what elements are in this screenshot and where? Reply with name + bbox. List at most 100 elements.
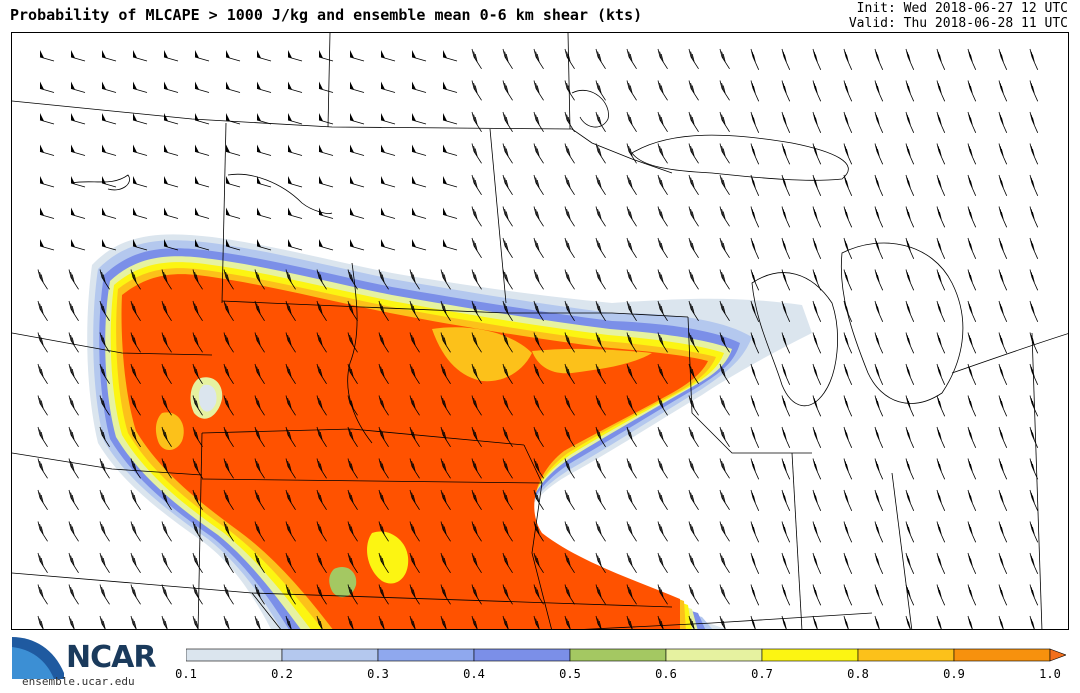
wind-barb: [471, 489, 482, 510]
wind-barb: [285, 489, 296, 510]
wind-barb: [719, 48, 730, 69]
ncar-logo: [12, 637, 64, 679]
wind-barb: [626, 615, 633, 629]
wind-barb: [163, 207, 179, 219]
wind-barb: [254, 300, 265, 321]
state-line-nd-mn: [489, 128, 507, 304]
us-canada-border: [12, 100, 673, 174]
wind-barb: [905, 363, 915, 385]
map-canvas: [12, 33, 1068, 629]
wind-barb: [843, 552, 853, 574]
wind-barb: [347, 552, 358, 573]
state-line-sd-ne: [201, 428, 525, 446]
wind-barb: [163, 239, 179, 251]
wind-barb: [37, 458, 48, 479]
wind-barb: [626, 489, 637, 510]
wind-barb: [130, 300, 141, 321]
wind-barb: [316, 300, 327, 321]
wind-barb: [1029, 48, 1039, 70]
wind-barb: [39, 113, 55, 125]
wind-barb: [843, 48, 853, 70]
wind-barb: [502, 489, 513, 510]
wind-barb: [440, 615, 447, 629]
wind-barb: [380, 239, 396, 251]
wind-barb: [750, 395, 760, 417]
wind-barb: [812, 143, 822, 165]
colorbar-tick-label: 0.1: [175, 667, 197, 681]
wind-barb: [316, 584, 327, 605]
wind-barb: [442, 113, 458, 125]
wind-barb: [130, 426, 141, 447]
wind-barb: [192, 332, 203, 353]
wind-barb: [502, 552, 513, 573]
wind-barb: [657, 237, 668, 258]
wind-barb: [905, 426, 915, 448]
wind-barb: [442, 207, 458, 219]
wind-barb: [781, 458, 791, 480]
wind-barb: [285, 395, 296, 416]
wind-barb: [998, 521, 1008, 543]
wind-barb: [347, 395, 358, 416]
wind-barb: [192, 426, 203, 447]
wind-barb: [657, 143, 668, 164]
wind-barb: [781, 269, 791, 291]
wind-barb: [223, 552, 234, 573]
wind-barb: [254, 552, 265, 573]
wind-barb: [223, 395, 234, 416]
wind-barb: [843, 332, 853, 354]
wind-barb: [254, 395, 265, 416]
wind-barb: [874, 584, 884, 606]
wind-barb: [287, 144, 303, 156]
wind-barb: [595, 143, 606, 164]
wind-barb: [440, 521, 451, 542]
wind-barb: [502, 48, 513, 69]
wind-barb: [719, 111, 730, 132]
wind-barb: [750, 269, 760, 291]
wind-barb: [874, 489, 884, 511]
wind-barb: [254, 363, 265, 384]
wind-barb: [967, 363, 977, 385]
wind-barb: [595, 80, 606, 101]
wind-barb: [378, 332, 389, 353]
wind-barb: [502, 458, 513, 479]
wind-barb: [843, 489, 853, 511]
wind-barb: [471, 48, 482, 69]
wind-barb: [163, 176, 179, 188]
wind-barb: [223, 521, 234, 542]
lake-erie: [951, 333, 1068, 374]
wind-barb: [409, 552, 420, 573]
wind-barb: [688, 111, 699, 132]
wind-barb: [719, 552, 730, 573]
wind-barb: [750, 206, 760, 228]
map-title: Probability of MLCAPE > 1000 J/kg and en…: [10, 6, 643, 24]
wind-barb: [843, 143, 853, 165]
wind-barb: [874, 458, 884, 480]
wind-barb: [409, 458, 420, 479]
wind-barb: [998, 615, 1004, 629]
wind-barb: [349, 239, 365, 251]
wind-barb: [533, 269, 544, 290]
wind-barb: [657, 269, 668, 290]
wind-barb: [750, 143, 760, 165]
wind-barb: [843, 269, 853, 291]
wind-barb: [967, 206, 977, 228]
wind-barb: [564, 615, 571, 629]
wind-barb: [564, 552, 575, 573]
wind-barb: [163, 81, 179, 93]
wind-barb: [287, 239, 303, 251]
wind-barb: [37, 521, 48, 542]
wind-barb: [349, 207, 365, 219]
wind-barb: [812, 332, 822, 354]
wind-barb: [905, 80, 915, 102]
wind-barb: [194, 144, 210, 156]
wind-barb: [254, 489, 265, 510]
wind-barb: [132, 50, 148, 62]
ncar-wordmark: NCAR: [66, 640, 156, 675]
wind-barb: [812, 584, 822, 606]
wind-barb: [502, 80, 513, 101]
wind-barb: [843, 363, 853, 385]
wind-barb: [967, 269, 977, 291]
wind-barb: [256, 113, 272, 125]
colorbar-tick-label: 0.5: [559, 667, 581, 681]
wind-barb: [533, 237, 544, 258]
